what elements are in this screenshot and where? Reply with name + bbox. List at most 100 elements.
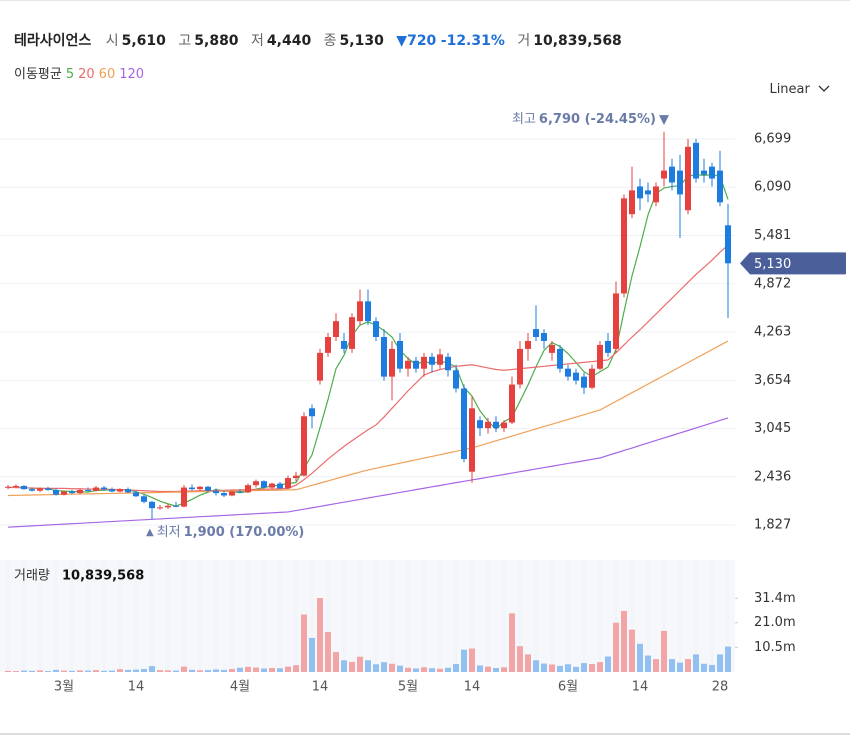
candle-body bbox=[605, 340, 611, 353]
candle-body bbox=[21, 485, 27, 490]
candle-body bbox=[717, 170, 723, 203]
volume-bar bbox=[709, 664, 715, 672]
chevron[interactable] bbox=[818, 85, 830, 93]
volume-bar bbox=[205, 670, 211, 672]
ma-legend-title: 이동평균 bbox=[14, 67, 62, 82]
y-tick-label: 3,045 bbox=[754, 421, 791, 436]
candle-body bbox=[597, 344, 603, 369]
candle-body bbox=[125, 489, 131, 493]
candle-body bbox=[549, 344, 555, 353]
y-tick-label: 1,827 bbox=[754, 518, 791, 533]
volume-bar bbox=[365, 660, 371, 672]
candle-body bbox=[613, 293, 619, 349]
candle-body bbox=[629, 190, 635, 215]
low-annotation: ▲ 최저 1,900 (170.00%) bbox=[146, 525, 304, 540]
volume-bar bbox=[157, 670, 163, 672]
volume-bar bbox=[597, 662, 603, 672]
candle-body bbox=[701, 170, 707, 175]
volume-bar bbox=[29, 670, 35, 672]
candle-body bbox=[293, 475, 299, 479]
volume-bar bbox=[589, 664, 595, 672]
candle-body bbox=[149, 501, 155, 509]
candle-body bbox=[93, 487, 99, 491]
candle-body bbox=[661, 170, 667, 179]
y-tick-label: 5,481 bbox=[754, 228, 791, 243]
candle-body bbox=[453, 370, 459, 389]
candle-body bbox=[277, 483, 283, 489]
volume-bar bbox=[213, 669, 219, 672]
candle-body bbox=[565, 368, 571, 377]
candle-body bbox=[253, 481, 259, 486]
y-tick-label: 2,436 bbox=[754, 469, 791, 484]
volume-bar bbox=[437, 668, 443, 672]
y-tick-label: 4,872 bbox=[754, 276, 791, 291]
ma-legend-entry: 60 bbox=[98, 67, 116, 82]
volume-bar bbox=[317, 598, 323, 672]
volume-bar bbox=[477, 665, 483, 672]
change-percent: -12.31% bbox=[440, 33, 505, 49]
candle-body bbox=[573, 372, 579, 381]
x-tick-label: 6월 bbox=[558, 680, 578, 695]
volume-bar bbox=[573, 666, 579, 672]
y-tick-label: 6,090 bbox=[754, 180, 791, 195]
scale-selector[interactable]: Linear bbox=[769, 82, 830, 97]
candle-body bbox=[485, 421, 491, 429]
volume-bar bbox=[53, 669, 59, 672]
candle-body bbox=[413, 360, 419, 369]
candle-body bbox=[693, 142, 699, 179]
volume-bar bbox=[77, 670, 83, 672]
candle-body bbox=[669, 166, 675, 183]
moving-average-line bbox=[7, 417, 729, 528]
volume-bar bbox=[309, 637, 315, 672]
volume-bar bbox=[549, 664, 555, 672]
x-tick-label: 28 bbox=[712, 680, 729, 695]
candle-body bbox=[77, 489, 83, 494]
candle-body bbox=[181, 487, 187, 507]
volume-bar bbox=[229, 668, 235, 672]
volume-bar bbox=[141, 668, 147, 672]
candle-body bbox=[685, 146, 691, 211]
high-annotation: 최고 6,790 (-24.45%) bbox=[512, 111, 656, 126]
candle-body bbox=[37, 488, 43, 491]
scale-label[interactable]: Linear bbox=[769, 82, 810, 97]
moving-average-legend: 이동평균 5 20 60 120 bbox=[14, 63, 148, 82]
candle-body bbox=[69, 491, 75, 494]
volume-bar bbox=[565, 664, 571, 672]
volume-bar bbox=[277, 668, 283, 672]
volume-bar bbox=[469, 648, 475, 672]
volume-bar bbox=[629, 629, 635, 672]
volume-bar bbox=[541, 663, 547, 672]
high-annotation-label: 최고 bbox=[512, 111, 536, 126]
candle-body bbox=[141, 496, 147, 502]
candle-body bbox=[229, 491, 235, 496]
candle-body bbox=[637, 186, 643, 199]
volume-bar bbox=[45, 671, 51, 672]
candle-body bbox=[525, 340, 531, 349]
volume-bar bbox=[373, 664, 379, 672]
volume-bar bbox=[421, 667, 427, 672]
close-label: 종 bbox=[323, 33, 337, 49]
volume-bar bbox=[581, 663, 587, 672]
volume-bar bbox=[165, 670, 171, 672]
open-label: 시 bbox=[105, 33, 119, 49]
volume-bar bbox=[189, 669, 195, 672]
candle-body bbox=[197, 486, 203, 490]
candle-body bbox=[109, 489, 115, 492]
candle-body bbox=[61, 491, 67, 495]
stock-name: 테라사이언스 bbox=[14, 33, 92, 49]
high-value: 5,880 bbox=[194, 33, 239, 49]
low-annotation-label: 최저 bbox=[157, 525, 181, 540]
candle-body bbox=[469, 408, 475, 472]
candle-body bbox=[365, 301, 371, 322]
x-tick-label: 14 bbox=[128, 680, 145, 695]
volume-bar bbox=[85, 670, 91, 672]
ma-legend-entry: 5 bbox=[65, 67, 75, 82]
y-tick-label: 3,654 bbox=[754, 373, 791, 388]
candle-body bbox=[677, 170, 683, 195]
volume-bar bbox=[149, 666, 155, 672]
volume-bar bbox=[221, 669, 227, 672]
candle-body bbox=[173, 505, 179, 507]
moving-average-line bbox=[7, 173, 729, 507]
